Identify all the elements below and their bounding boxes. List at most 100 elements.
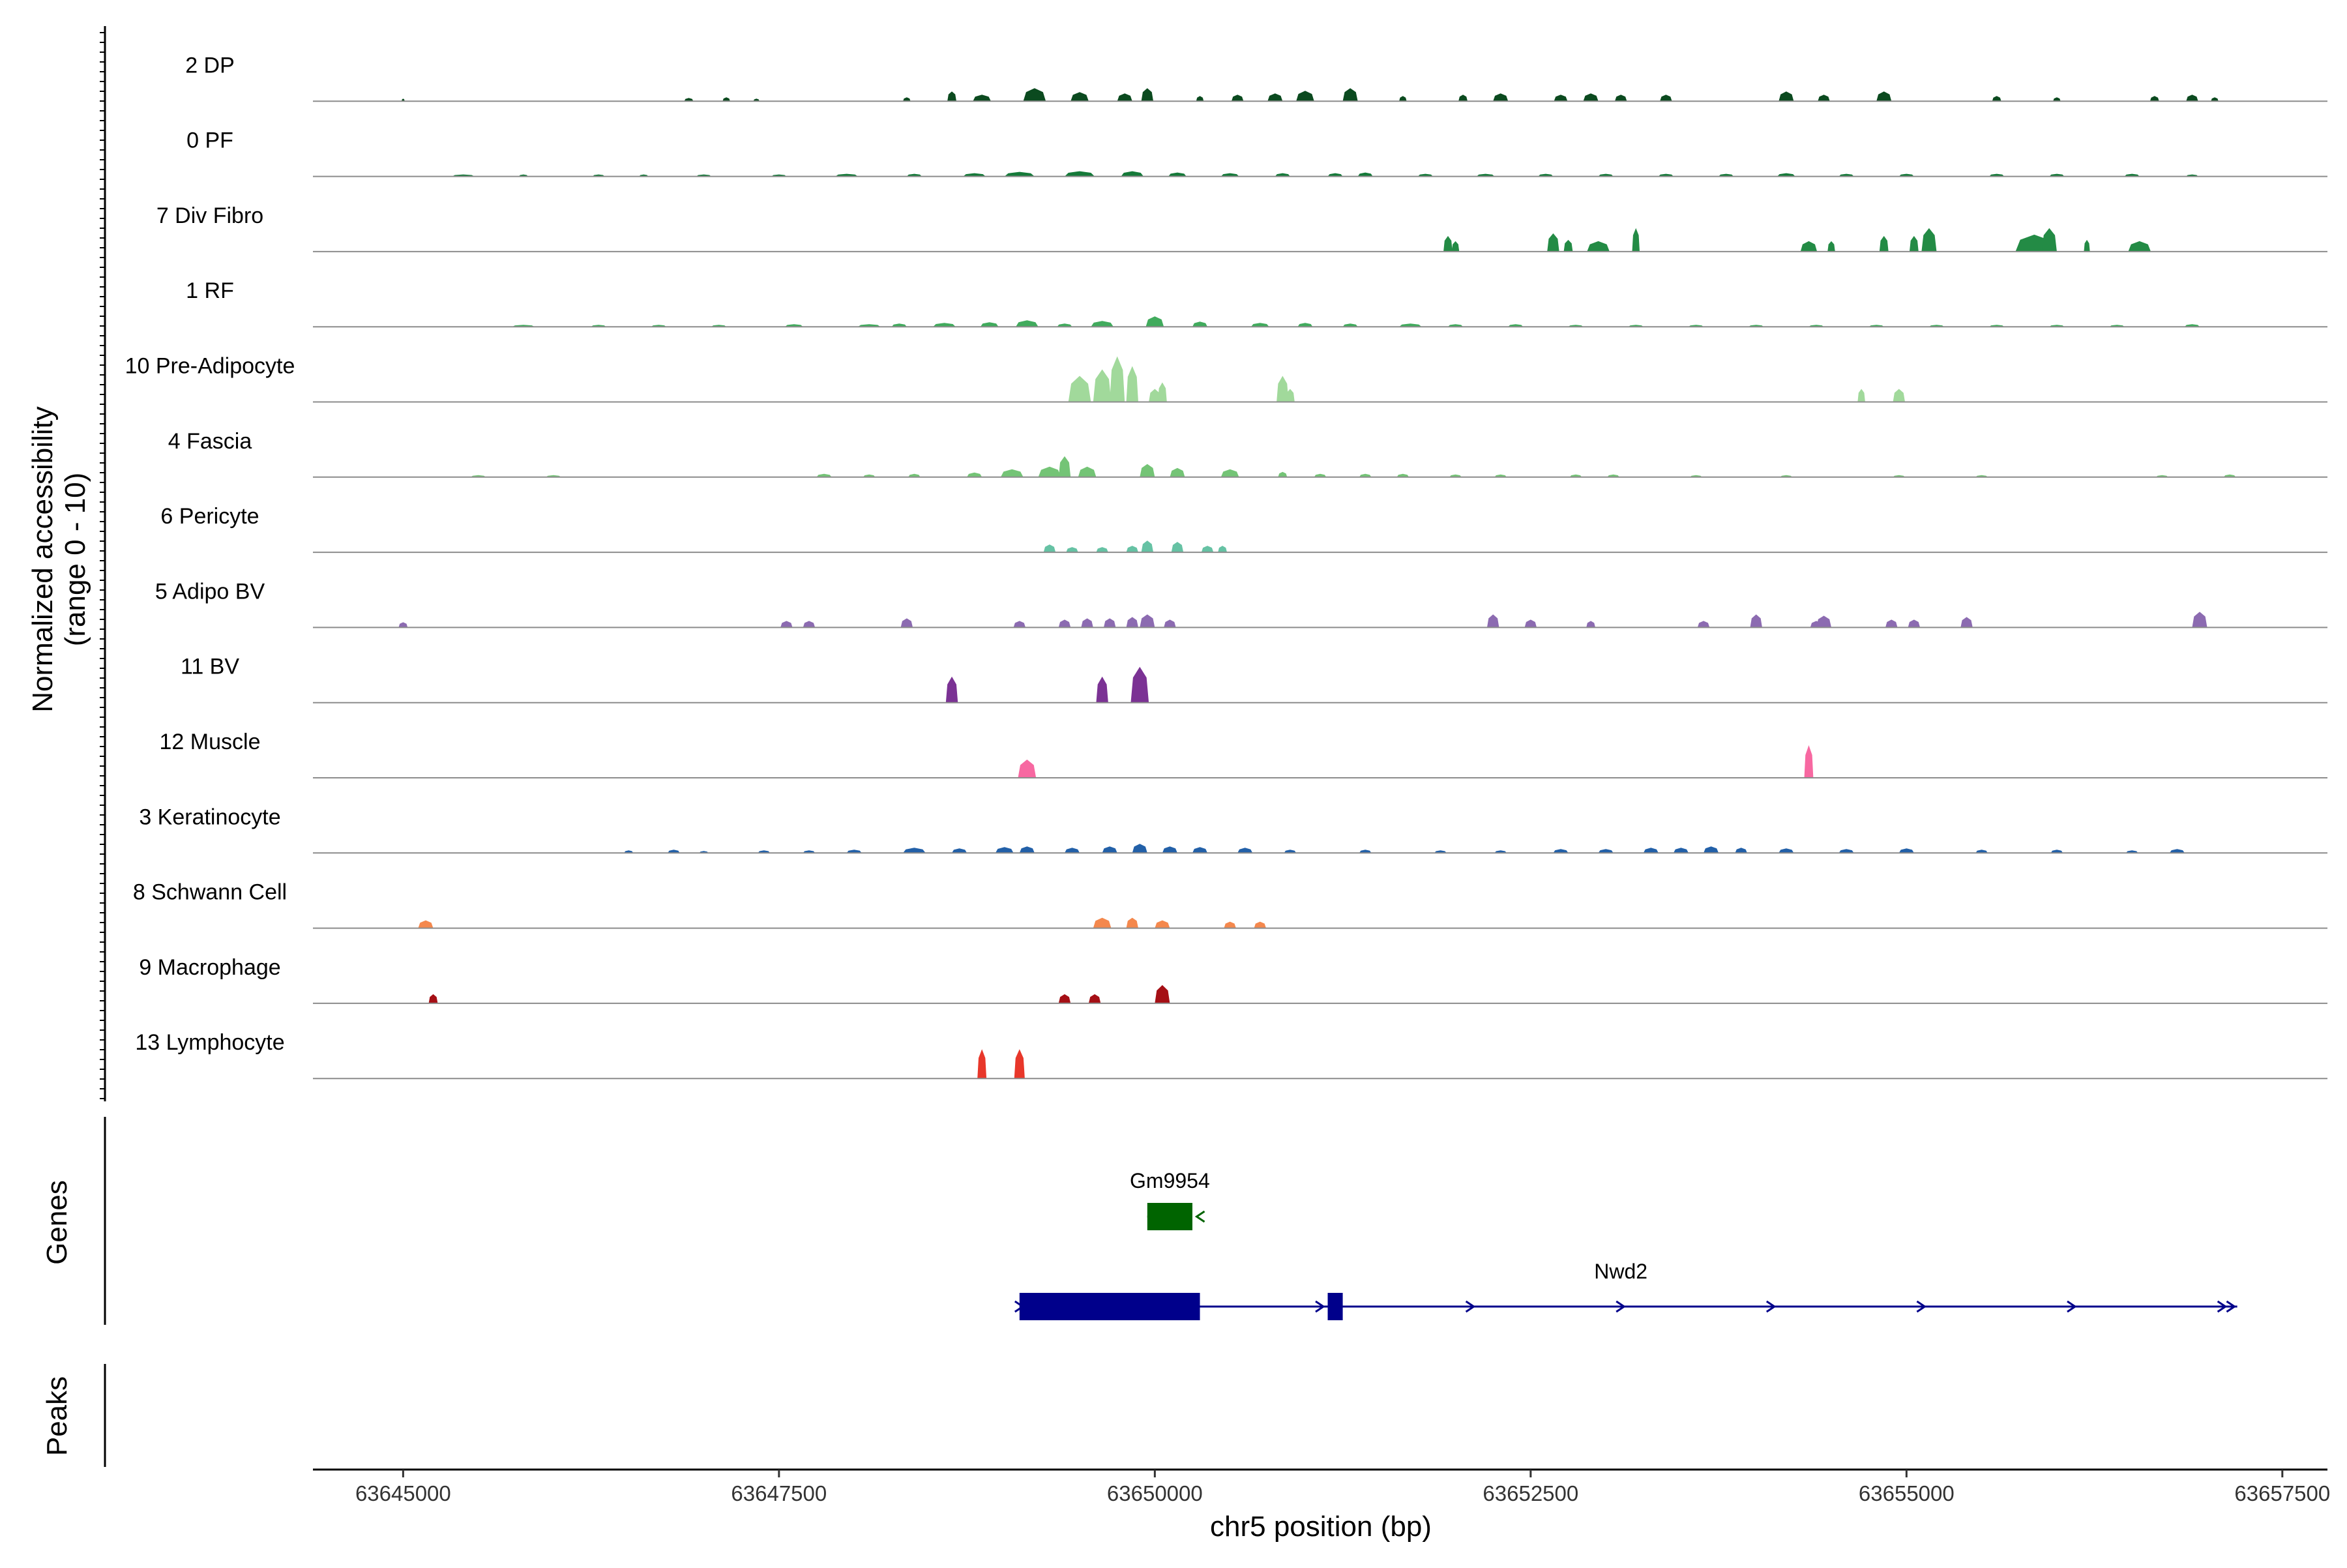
coverage-peak bbox=[2053, 97, 2061, 102]
coverage-peak bbox=[1237, 848, 1253, 853]
coverage-peak bbox=[428, 994, 438, 1003]
coverage-peak bbox=[1132, 844, 1147, 853]
coverage-peak bbox=[1697, 621, 1710, 628]
coverage-peak bbox=[891, 323, 907, 327]
coverage-peak bbox=[1285, 389, 1295, 402]
y-axis bbox=[100, 26, 106, 1102]
coverage-peak bbox=[1145, 316, 1164, 327]
coverage-peak bbox=[1563, 239, 1573, 252]
x-axis: 63645000 63647500 63650000 63652500 63655000… bbox=[313, 1468, 2330, 1505]
coverage-peak bbox=[2192, 612, 2207, 628]
coverage-peak bbox=[1231, 95, 1244, 102]
coverage-peak bbox=[1254, 921, 1266, 928]
coverage-peak bbox=[1196, 96, 1204, 102]
coverage-peak bbox=[2211, 97, 2219, 102]
coverage-peak bbox=[1660, 95, 1672, 102]
coverage-peak bbox=[1357, 172, 1373, 177]
coverage-peak bbox=[1879, 235, 1889, 252]
strand-arrow bbox=[1916, 1300, 1927, 1313]
coverage-peak bbox=[1155, 920, 1170, 928]
track-label: 10 Pre-Adipocyte bbox=[125, 354, 295, 379]
coverage-peak bbox=[684, 98, 694, 102]
coverage-peak bbox=[1547, 233, 1559, 252]
coverage-peak bbox=[1126, 366, 1138, 402]
coverage-peak bbox=[1524, 619, 1537, 628]
genes-panel: Gm9954 Nwd2 bbox=[104, 1117, 2237, 1325]
coverage-peak bbox=[1342, 88, 1358, 102]
coverage-peak bbox=[1800, 241, 1818, 252]
coverage-peak bbox=[1004, 171, 1035, 177]
track-label: 8 Schwann Cell bbox=[133, 880, 287, 905]
coverage-peak bbox=[2186, 95, 2198, 102]
coverage-peak bbox=[1857, 389, 1865, 402]
coverage-peak bbox=[1921, 228, 1937, 252]
coverage-peak bbox=[2041, 228, 2057, 252]
coverage-peak bbox=[1750, 614, 1762, 628]
track-6-pericyte: 6 Pericyte bbox=[160, 504, 2327, 554]
track-label: 5 Adipo BV bbox=[155, 579, 265, 604]
coverage-peak bbox=[1632, 228, 1640, 252]
coverage-peak bbox=[668, 850, 680, 853]
track-13-lymphocyte: 13 Lymphocyte bbox=[135, 1030, 2327, 1080]
coverage-peak bbox=[418, 920, 434, 928]
coverage-peak bbox=[1554, 95, 1568, 102]
coverage-peak bbox=[1149, 389, 1161, 402]
coverage-peak bbox=[1102, 846, 1117, 853]
coverage-peak bbox=[1614, 95, 1627, 102]
coverage-peak bbox=[1057, 323, 1072, 327]
coverage-peak bbox=[1058, 994, 1071, 1003]
coverage-peak bbox=[977, 1049, 987, 1079]
coverage-peak bbox=[1827, 241, 1835, 252]
coverage-peak bbox=[963, 173, 986, 177]
coverage-peak bbox=[1975, 850, 1988, 853]
genes-panel-title: Genes bbox=[41, 1180, 73, 1265]
coverage-peak bbox=[1399, 96, 1407, 102]
coverage-peak bbox=[1818, 95, 1830, 102]
coverage-peak bbox=[1250, 323, 1269, 327]
track-label: 6 Pericyte bbox=[160, 504, 259, 529]
coverage-peak bbox=[1130, 666, 1149, 703]
coverage-peak bbox=[1064, 171, 1095, 177]
coverage-peak bbox=[1058, 456, 1071, 477]
coverage-peak bbox=[947, 91, 956, 102]
coverage-peak bbox=[995, 847, 1014, 853]
gene-exon bbox=[1019, 1293, 1200, 1320]
coverage-peak bbox=[1126, 917, 1138, 928]
coverage-peak bbox=[933, 323, 956, 327]
coverage-peak bbox=[1018, 760, 1037, 778]
coverage-peak bbox=[1908, 619, 1921, 628]
coverage-peak bbox=[1081, 618, 1093, 628]
coverage-peak bbox=[1224, 921, 1236, 928]
coverage-peak bbox=[1493, 93, 1509, 102]
coverage-peak bbox=[1992, 96, 2001, 102]
track-label: 11 BV bbox=[181, 655, 239, 679]
coverage-peak bbox=[1218, 546, 1228, 553]
coverage-peak bbox=[1885, 619, 1898, 628]
coverage-peak bbox=[1838, 849, 1854, 853]
gene-nwd2: Nwd2 bbox=[1014, 1260, 2237, 1320]
coverage-peak bbox=[1096, 547, 1108, 553]
coverage-peak bbox=[1277, 376, 1289, 402]
x-tick-label: 63650000 bbox=[1107, 1481, 1203, 1505]
coverage-peak bbox=[803, 621, 816, 628]
strand-arrow bbox=[1315, 1300, 1325, 1313]
coverage-peak bbox=[1704, 846, 1719, 853]
track-label: 3 Keratinocyte bbox=[139, 805, 280, 829]
coverage-peak bbox=[1296, 91, 1314, 102]
coverage-peak bbox=[1443, 235, 1453, 252]
track-label: 12 Muscle bbox=[160, 730, 261, 754]
coverage-peak bbox=[1157, 382, 1167, 402]
coverage-peak bbox=[1126, 617, 1138, 628]
coverage-peak bbox=[1043, 544, 1056, 553]
strand-arrow bbox=[1765, 1300, 1777, 1313]
coverage-peak bbox=[1396, 473, 1410, 477]
track-2-dp: 2 DP bbox=[185, 53, 2327, 102]
strand-arrow bbox=[1465, 1300, 1476, 1313]
coverage-peak bbox=[1121, 171, 1144, 177]
strand-arrow bbox=[1014, 1300, 1025, 1313]
coverage-peak bbox=[1359, 473, 1372, 477]
coverage-peak bbox=[1779, 848, 1794, 853]
coverage-peak bbox=[2149, 96, 2159, 102]
coverage-peak bbox=[1458, 95, 1468, 102]
